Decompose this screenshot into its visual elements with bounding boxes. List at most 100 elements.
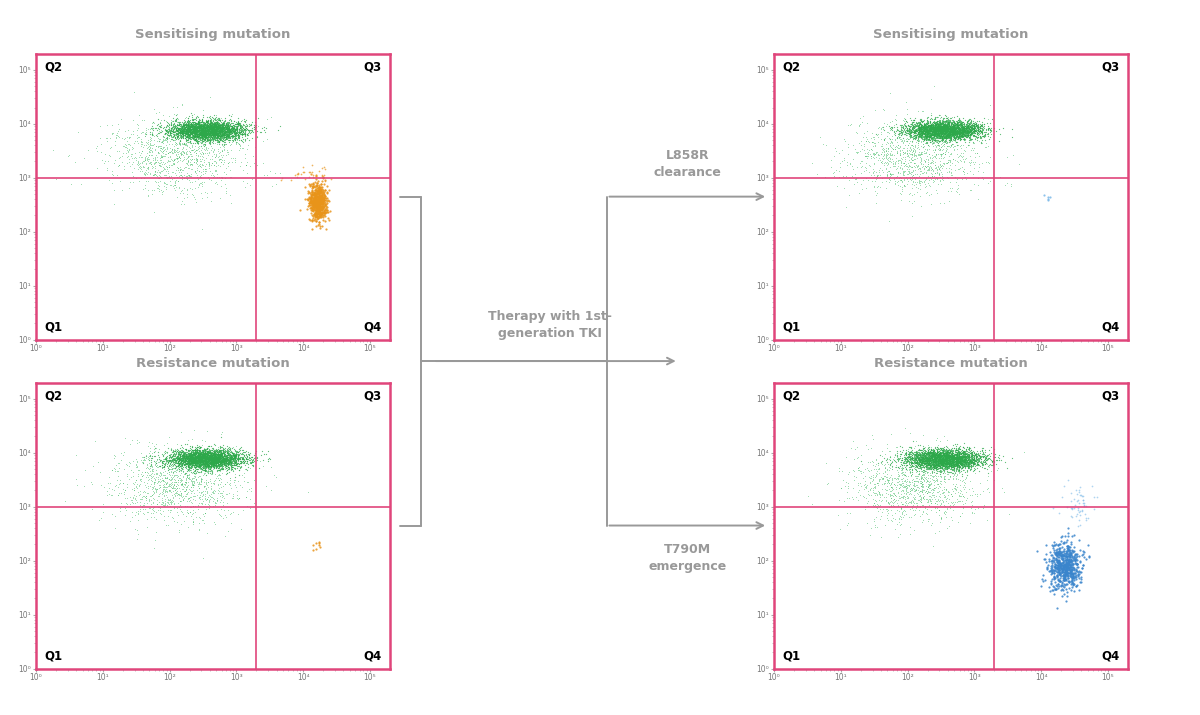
Point (136, 491, 155, 503)
Point (203, 455, 222, 466)
Point (302, 184, 322, 195)
Point (218, 149, 238, 160)
Point (198, 455, 217, 467)
Point (241, 119, 260, 130)
Point (1056, 556, 1075, 567)
Point (224, 479, 244, 490)
Point (940, 449, 959, 460)
Point (911, 114, 930, 125)
Point (967, 453, 986, 465)
Point (947, 122, 966, 133)
Point (952, 455, 971, 467)
Point (1057, 558, 1076, 570)
Point (170, 135, 190, 147)
Point (174, 147, 193, 158)
Point (917, 117, 936, 129)
Point (202, 122, 221, 134)
Point (929, 122, 948, 133)
Point (880, 483, 899, 494)
Point (191, 455, 210, 466)
Point (950, 163, 970, 174)
Point (912, 454, 931, 465)
Point (1049, 566, 1068, 577)
Point (160, 499, 179, 511)
Point (862, 482, 881, 493)
Point (210, 472, 229, 483)
Point (307, 200, 326, 212)
Point (167, 455, 186, 467)
Point (307, 209, 326, 220)
Point (211, 448, 230, 460)
Point (194, 445, 214, 456)
Point (168, 460, 187, 472)
Point (958, 456, 977, 468)
Point (952, 460, 971, 471)
Point (931, 443, 950, 455)
Point (912, 473, 931, 484)
Point (193, 135, 212, 147)
Point (220, 462, 239, 473)
Point (205, 129, 224, 141)
Point (937, 124, 956, 136)
Point (210, 124, 229, 135)
Point (224, 131, 244, 142)
Point (154, 185, 173, 197)
Point (937, 451, 956, 463)
Point (926, 132, 946, 143)
Point (906, 126, 925, 137)
Point (938, 454, 958, 465)
Point (902, 451, 922, 463)
Point (930, 125, 949, 137)
Point (919, 119, 938, 131)
Point (1055, 480, 1074, 491)
Point (865, 513, 884, 525)
Point (1054, 561, 1073, 572)
Point (965, 126, 984, 137)
Point (936, 120, 955, 132)
Point (202, 462, 221, 473)
Point (172, 457, 191, 468)
Point (181, 458, 200, 470)
Text: L858R
clearance: L858R clearance (653, 149, 721, 179)
Point (143, 184, 162, 195)
Point (1056, 555, 1075, 566)
Point (194, 144, 214, 155)
Point (953, 458, 972, 470)
Point (234, 122, 253, 134)
Point (913, 453, 932, 465)
Point (228, 121, 247, 132)
Point (928, 478, 947, 490)
Point (908, 121, 928, 132)
Point (1073, 506, 1092, 517)
Point (918, 459, 937, 470)
Point (954, 451, 973, 463)
Point (904, 505, 923, 516)
Point (974, 127, 994, 138)
Point (944, 143, 964, 154)
Point (912, 486, 931, 498)
Point (172, 447, 191, 458)
Point (912, 129, 931, 140)
Point (889, 516, 908, 528)
Point (938, 485, 958, 497)
Point (935, 131, 954, 142)
Point (1045, 561, 1064, 573)
Point (929, 452, 948, 463)
Point (196, 130, 215, 142)
Point (184, 455, 203, 466)
Point (196, 129, 215, 141)
Point (952, 454, 971, 465)
Point (919, 449, 938, 460)
Point (930, 123, 949, 134)
Point (956, 130, 976, 142)
Point (184, 124, 203, 135)
Point (938, 128, 958, 139)
Point (209, 454, 228, 465)
Point (143, 503, 162, 515)
Point (931, 465, 950, 477)
Point (178, 487, 197, 498)
Point (917, 467, 936, 478)
Point (262, 485, 281, 496)
Point (118, 492, 137, 503)
Point (140, 449, 160, 460)
